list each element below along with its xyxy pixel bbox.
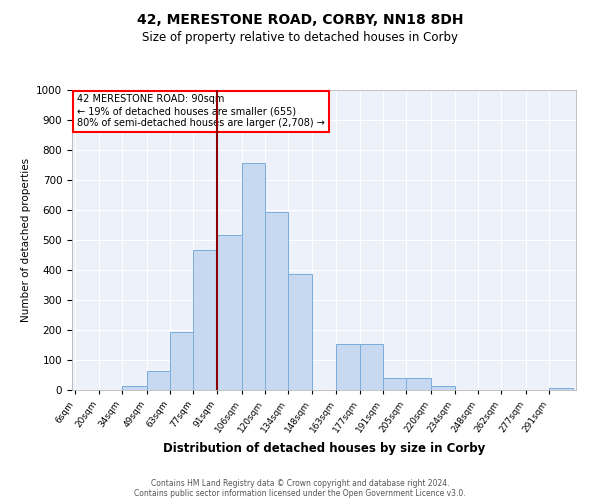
Text: Contains public sector information licensed under the Open Government Licence v3: Contains public sector information licen… [134,488,466,498]
Bar [337,344,360,390]
Text: 42 MERESTONE ROAD: 90sqm
← 19% of detached houses are smaller (655)
80% of semi-: 42 MERESTONE ROAD: 90sqm ← 19% of detach… [77,94,325,128]
Text: Size of property relative to detached houses in Corby: Size of property relative to detached ho… [142,31,458,44]
Bar [265,212,288,390]
Y-axis label: Number of detached properties: Number of detached properties [20,158,31,322]
Bar [170,332,193,390]
Bar [550,388,572,390]
Bar [217,235,242,390]
Bar [193,250,217,390]
Bar [383,378,406,390]
Bar [122,386,147,390]
Bar [242,163,265,390]
Bar [431,386,455,390]
Text: 42, MERESTONE ROAD, CORBY, NN18 8DH: 42, MERESTONE ROAD, CORBY, NN18 8DH [137,12,463,26]
Bar [288,274,311,390]
Bar [360,344,383,390]
X-axis label: Distribution of detached houses by size in Corby: Distribution of detached houses by size … [163,442,485,456]
Bar [147,372,170,390]
Text: Contains HM Land Registry data © Crown copyright and database right 2024.: Contains HM Land Registry data © Crown c… [151,478,449,488]
Bar [406,378,431,390]
